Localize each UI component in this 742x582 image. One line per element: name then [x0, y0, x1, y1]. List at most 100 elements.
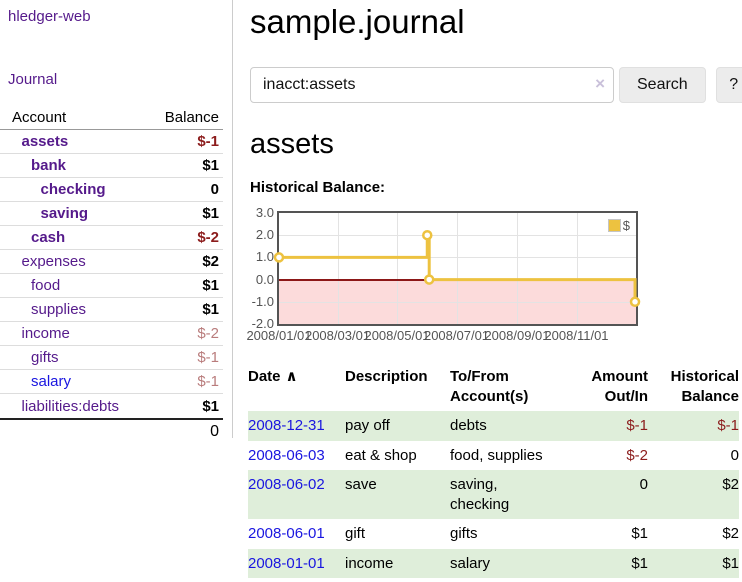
search-input[interactable] — [250, 67, 614, 103]
data-point[interactable] — [273, 252, 285, 263]
page-title: sample.journal — [250, 3, 465, 40]
account-balance: 0 — [210, 181, 219, 198]
search-button[interactable]: Search — [619, 67, 706, 103]
search-bar: × Search ? — [250, 67, 742, 103]
transaction-row: 2008-06-03 eat & shop food, supplies $-2 0 — [248, 441, 739, 471]
transaction-row: 2008-01-01 income salary $1 $1 — [248, 548, 739, 578]
accounts-table: Account Balance assets $-1 bank $1 checking 0… — [0, 105, 223, 443]
account-link[interactable]: assets — [21, 133, 69, 150]
account-link[interactable]: food — [31, 277, 61, 294]
x-tick-label: 2008/11/01 — [544, 328, 609, 343]
transaction-amount: 0 — [639, 476, 648, 493]
account-link[interactable]: checking — [40, 181, 106, 198]
help-button[interactable]: ? — [715, 67, 742, 103]
account-row-cash: cash $-2 — [0, 226, 223, 250]
x-tick-label: 2008/05/01 — [364, 328, 430, 343]
account-row-checking: checking 0 — [0, 178, 223, 202]
transaction-amount: $-2 — [626, 446, 648, 464]
account-link[interactable]: income — [21, 325, 70, 342]
account-row-liabilities-debts: liabilities:debts $1 — [0, 394, 223, 418]
account-row-salary: salary $-1 — [0, 370, 223, 394]
vertical-gridline — [576, 213, 578, 324]
vertical-gridline — [517, 213, 518, 324]
data-point[interactable] — [629, 296, 641, 308]
data-point[interactable] — [423, 274, 435, 285]
main-content: sample.journal × Search ? assets Histori… — [246, 0, 742, 582]
account-link[interactable]: gifts — [31, 349, 59, 366]
account-link[interactable]: supplies — [31, 301, 87, 318]
x-tick-label: 2008/03/01 — [304, 328, 371, 343]
account-balance: $-2 — [197, 325, 219, 342]
transaction-accounts: debts — [450, 417, 487, 434]
transaction-balance: $1 — [722, 554, 739, 572]
account-row-expenses: expenses $2 — [0, 250, 223, 274]
data-point[interactable] — [422, 229, 433, 241]
transaction-date-link[interactable]: 2008-06-02 — [248, 476, 325, 493]
transaction-date-link[interactable]: 2008-06-03 — [248, 446, 325, 464]
account-balance: $1 — [202, 397, 219, 415]
transaction-balance: $2 — [722, 476, 739, 493]
clear-search-icon[interactable]: × — [595, 74, 605, 93]
account-row-supplies: supplies $1 — [0, 298, 223, 322]
account-balance: $-1 — [197, 133, 219, 150]
account-balance: $1 — [202, 277, 219, 294]
vertical-gridline — [456, 213, 458, 324]
y-tick-label: -1.0 — [251, 293, 274, 309]
x-tick-label: 2008/01/01 — [246, 328, 312, 343]
chart-plot-area: $ — [273, 211, 641, 326]
x-tick-label: 2008/07/01 — [423, 328, 490, 343]
column-header-historical: Historical Balance — [670, 368, 739, 405]
column-header-date[interactable]: Date ∧ — [248, 368, 298, 385]
sort-ascending-icon: ∧ — [285, 368, 298, 385]
transaction-balance: $2 — [722, 525, 739, 542]
sidebar-item-journal[interactable]: Journal — [8, 71, 58, 88]
account-balance: $-1 — [197, 373, 219, 390]
account-link[interactable]: cash — [31, 229, 66, 246]
y-tick-label: 3.0 — [255, 205, 274, 220]
x-tick-label: 2008/09/01 — [484, 328, 550, 343]
transaction-description: eat & shop — [345, 446, 417, 464]
transaction-date-link[interactable]: 2008-12-31 — [248, 417, 325, 434]
account-row-food: food $1 — [0, 274, 223, 298]
account-row-bank: bank $1 — [0, 154, 223, 178]
account-column-header: Account — [12, 108, 67, 126]
sidebar: hledger-web Journal Account Balance asse… — [0, 0, 233, 440]
account-balance: $2 — [202, 253, 219, 270]
transaction-description: pay off — [345, 417, 390, 434]
transaction-balance: $-1 — [717, 417, 739, 434]
transaction-amount: $-1 — [626, 417, 648, 434]
transaction-description: save — [345, 476, 377, 493]
transaction-date-link[interactable]: 2008-06-01 — [248, 525, 325, 542]
column-header-tofrom: To/From Account(s) — [450, 368, 529, 405]
transaction-row: 2008-12-31 pay off debts $-1 $-1 — [248, 411, 739, 441]
column-header-amount: Amount Out/In — [591, 368, 648, 405]
balance-column-header: Balance — [164, 108, 219, 126]
account-link[interactable]: salary — [31, 373, 72, 390]
transaction-amount: $1 — [631, 554, 648, 572]
y-tick-label: -2.0 — [251, 316, 274, 331]
account-link[interactable]: expenses — [21, 253, 86, 270]
transaction-description: gift — [345, 525, 366, 542]
chart-legend: $ — [607, 218, 630, 233]
account-balance: $1 — [202, 301, 219, 318]
column-header-description: Description — [345, 368, 428, 385]
account-link[interactable]: liabilities:debts — [21, 397, 120, 415]
transaction-accounts: saving, checking — [450, 476, 510, 513]
transaction-balance: 0 — [730, 446, 739, 464]
account-link[interactable]: saving — [40, 205, 89, 222]
account-balance: $-2 — [197, 229, 219, 246]
transaction-accounts: food, supplies — [450, 446, 543, 464]
vertical-gridline — [337, 213, 339, 324]
transactions-table: Date ∧ Description To/From Account(s) Amount… — [248, 364, 739, 578]
transaction-row: 2008-06-02 save saving, checking 0 $2 — [248, 470, 739, 519]
horizontal-gridline — [279, 257, 636, 259]
transaction-description: income — [345, 554, 394, 572]
y-tick-label: 0.0 — [255, 271, 274, 287]
transaction-date-link[interactable]: 2008-01-01 — [248, 554, 325, 572]
accounts-table-header: Account Balance — [0, 105, 223, 130]
transaction-accounts: salary — [450, 554, 491, 572]
chart-title: Historical Balance: — [250, 179, 386, 196]
accounts-total: 0 — [0, 418, 223, 443]
account-link[interactable]: bank — [31, 157, 67, 174]
app-brand-link[interactable]: hledger-web — [8, 8, 91, 25]
